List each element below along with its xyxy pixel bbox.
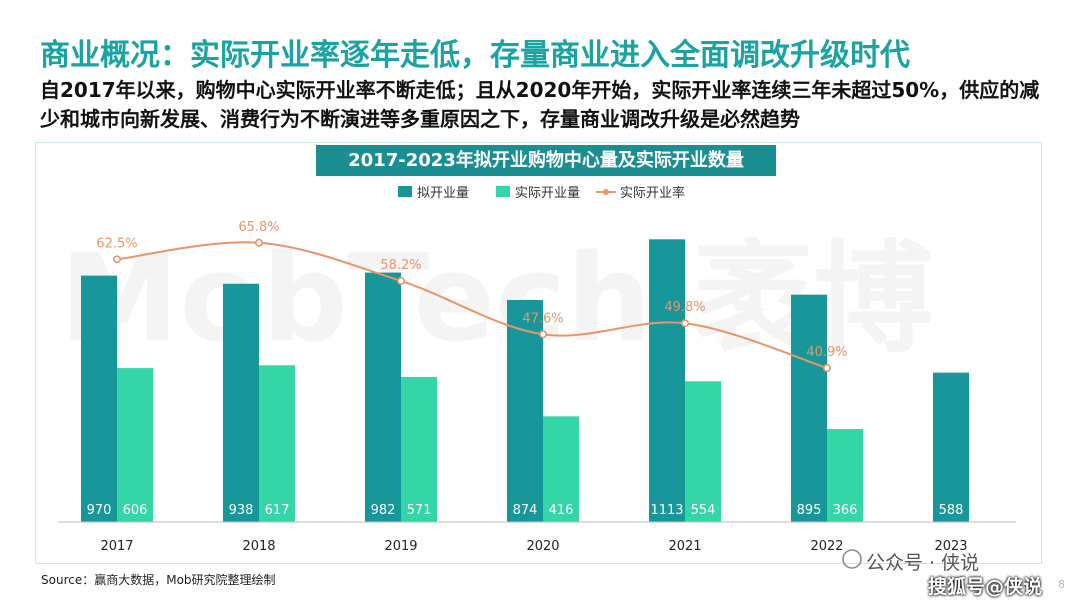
legend-swatch (398, 186, 412, 197)
bar-planned (81, 275, 117, 522)
bar-actual-label: 571 (407, 503, 432, 518)
x-tick-label: 2017 (100, 539, 133, 554)
rate-label: 62.5% (96, 236, 137, 251)
bar-planned (791, 294, 827, 522)
legend-swatch (496, 186, 510, 197)
rate-line (116, 241, 828, 369)
chart-title: 2017-2023年拟开业购物中心量及实际开业数量 (316, 145, 776, 176)
bar-planned (507, 300, 543, 522)
rate-label: 65.8% (238, 220, 279, 235)
bar-planned-label: 588 (939, 503, 964, 518)
bar-planned-label: 895 (797, 503, 822, 518)
rate-label: 58.2% (380, 258, 421, 273)
rate-marker (822, 363, 831, 372)
bar-planned-label: 938 (229, 503, 254, 518)
x-tick-label: 2022 (810, 539, 843, 554)
bar-actual (259, 365, 295, 522)
rate-marker (255, 238, 264, 247)
rate-marker (680, 319, 689, 328)
watermark-text: MobTech 袤博 (60, 230, 933, 369)
x-tick-label: 2021 (668, 539, 701, 554)
bar-planned-label: 982 (371, 503, 396, 518)
page-title: 商业概况：实际开业率逐年走低，存量商业进入全面调改升级时代 (40, 38, 910, 73)
bar-planned-label: 1113 (650, 503, 683, 518)
legend-marker (603, 189, 609, 195)
source-note: Source：赢商大数据，Mob研究院整理绘制 (41, 573, 276, 587)
x-tick-label: 2023 (934, 539, 967, 554)
bar-planned-label: 874 (513, 503, 538, 518)
wechat-icon (842, 549, 862, 569)
sohu-watermark: 搜狐号@侠说 (928, 576, 1043, 598)
bar-planned (933, 372, 969, 522)
rate-label: 40.9% (806, 345, 847, 360)
legend-label: 拟开业量 (417, 186, 469, 201)
rate-marker (396, 276, 405, 285)
bar-actual-label: 416 (549, 503, 574, 518)
x-tick-label: 2018 (242, 539, 275, 554)
x-tick-label: 2020 (526, 539, 559, 554)
rate-label: 49.8% (664, 300, 705, 315)
bar-actual-label: 617 (265, 503, 290, 518)
bar-actual (827, 429, 863, 522)
x-tick-label: 2019 (384, 539, 417, 554)
bar-planned (365, 272, 401, 522)
bar-planned (223, 283, 259, 522)
bar-actual (401, 376, 437, 522)
page-subtitle: 自2017年以来，购物中心实际开业率不断走低；且从2020年开始，实际开业率连续… (40, 78, 1040, 131)
legend-label: 实际开业率 (620, 185, 685, 201)
rate-marker (113, 255, 122, 264)
rate-label: 47.6% (522, 311, 563, 326)
bar-actual-label: 366 (833, 503, 858, 518)
bar-planned-label: 970 (87, 503, 112, 518)
page-number: 8 (1058, 578, 1065, 591)
bar-actual-label: 606 (123, 503, 148, 518)
bar-actual (685, 381, 721, 522)
bar-planned (649, 239, 685, 522)
wechat-watermark: 公众号 · 侠说 (866, 552, 980, 574)
bar-actual-label: 554 (691, 503, 716, 518)
rate-marker (538, 330, 547, 339)
bar-actual (117, 368, 153, 522)
bar-actual (543, 416, 579, 522)
legend-label: 实际开业量 (515, 186, 580, 201)
